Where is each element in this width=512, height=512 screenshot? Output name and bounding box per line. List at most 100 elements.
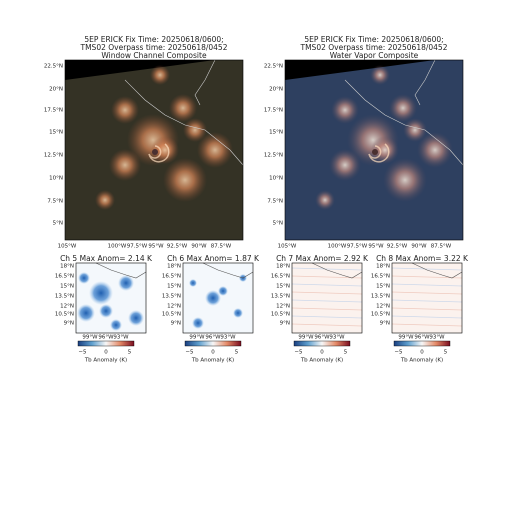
coastline: [95, 262, 147, 279]
y-tick-label: 13.5°N: [371, 294, 390, 300]
colorbar-tick-label: −5: [78, 350, 87, 356]
y-tick-label: 10.5°N: [371, 312, 390, 318]
cloud: [111, 96, 139, 124]
panel-title: Ch 5 Max Anom= 2.14 K: [60, 254, 153, 263]
cloud: [150, 65, 170, 85]
cloud: [403, 118, 427, 142]
panel-title: Water Vapor Composite: [330, 51, 419, 60]
y-tick-label: 17.5°N: [264, 108, 283, 114]
y-tick-label: 15°N: [269, 130, 283, 136]
colorbar: [293, 340, 351, 347]
colorbar: [393, 340, 451, 347]
x-tick-label: 93°W: [220, 335, 236, 341]
y-tick-label: 13.5°N: [271, 294, 290, 300]
cyclone-eye: [372, 149, 378, 155]
y-tick-label: 18°N: [60, 264, 74, 270]
y-tick-label: 10°N: [269, 176, 283, 182]
anomaly-streak: [391, 323, 463, 327]
anomaly-streak: [391, 267, 463, 271]
coastline: [411, 262, 463, 279]
x-tick-label: 97.5°W: [347, 244, 368, 250]
spiral: [368, 143, 390, 163]
coastline: [124, 79, 244, 166]
x-tick-label: 96°W: [98, 335, 114, 341]
x-tick-label: 95°W: [368, 244, 384, 250]
map-frame: [391, 262, 463, 334]
anomaly: [189, 279, 197, 287]
coastline: [311, 262, 363, 279]
x-tick-label: 87.5°W: [211, 244, 232, 250]
anomaly: [110, 319, 122, 331]
cloud: [389, 94, 417, 122]
colorbar-tick-label: −5: [185, 350, 194, 356]
y-tick-label: 22.5°N: [264, 64, 283, 70]
anomaly: [118, 275, 134, 291]
map-background: [392, 263, 462, 333]
map-background: [292, 263, 362, 333]
panel-title: Window Channel Composite: [101, 51, 207, 60]
colorbar-tick-label: −5: [294, 350, 303, 356]
colorbar: [184, 340, 242, 347]
y-tick-label: 15°N: [376, 284, 390, 290]
map-frame: [182, 262, 254, 334]
anomaly-streak: [291, 299, 363, 303]
colorbar-tick-label: 5: [444, 350, 448, 356]
cloud: [383, 158, 427, 202]
y-tick-label: 15°N: [49, 130, 63, 136]
colorbar-tick-label: 0: [420, 350, 424, 356]
colorbar-tick-label: 0: [320, 350, 324, 356]
y-tick-label: 22.5°N: [44, 64, 63, 70]
y-tick-label: 9°N: [64, 321, 74, 327]
colorbar-tick-label: 0: [104, 350, 108, 356]
cloud: [95, 190, 115, 210]
anomaly: [77, 304, 95, 322]
cloud: [163, 158, 207, 202]
cloud: [183, 118, 207, 142]
y-tick-label: 16.5°N: [271, 274, 290, 280]
y-tick-label: 7.5°N: [47, 199, 63, 205]
y-tick-label: 12°N: [276, 304, 290, 310]
y-tick-label: 12°N: [376, 304, 390, 310]
y-tick-label: 7.5°N: [267, 199, 283, 205]
y-tick-label: 15°N: [167, 284, 181, 290]
colorbar: [77, 340, 135, 347]
map-frame: [284, 59, 464, 241]
colorbar-tick-label: 5: [235, 350, 239, 356]
y-tick-label: 16.5°N: [162, 274, 181, 280]
anomaly: [89, 281, 113, 305]
anomaly-streak: [291, 291, 363, 295]
anomaly-streak: [291, 283, 363, 287]
y-tick-label: 12°N: [60, 304, 74, 310]
x-tick-label: 93°W: [113, 335, 129, 341]
x-tick-label: 105°W: [278, 244, 297, 250]
y-tick-label: 15°N: [276, 284, 290, 290]
map-frame: [75, 262, 147, 334]
colorbar-label: Tb Anomaly (K): [191, 358, 234, 364]
y-tick-label: 9°N: [171, 321, 181, 327]
coastline: [194, 59, 216, 106]
colorbar-tick-label: −5: [394, 350, 403, 356]
colorbar-tick-label: 5: [344, 350, 348, 356]
cloud: [331, 96, 359, 124]
x-tick-label: 96°W: [414, 335, 430, 341]
anomaly-streak: [391, 291, 463, 295]
colorbar-tick-label: 5: [128, 350, 132, 356]
x-tick-label: 90°W: [191, 244, 207, 250]
y-tick-label: 13.5°N: [55, 294, 74, 300]
y-tick-label: 5°N: [273, 221, 283, 227]
cloud: [169, 94, 197, 122]
x-tick-label: 93°W: [329, 335, 345, 341]
colorbar-tick-label: 0: [211, 350, 215, 356]
panel-title: TMS02 Overpass time: 20250618/0452: [300, 43, 448, 52]
panel-title: 5EP ERICK Fix Time: 20250618/0600;: [304, 35, 443, 44]
x-tick-label: 93°W: [429, 335, 445, 341]
anomaly-streak: [391, 315, 463, 319]
y-tick-label: 20°N: [269, 87, 283, 93]
x-tick-label: 100°W: [108, 244, 127, 250]
y-tick-label: 16.5°N: [55, 274, 74, 280]
cloud: [109, 149, 141, 181]
anomaly-streak: [291, 323, 363, 327]
y-tick-label: 10.5°N: [271, 312, 290, 318]
panel-title: Ch 7 Max Anom= 2.92 K: [276, 254, 369, 263]
